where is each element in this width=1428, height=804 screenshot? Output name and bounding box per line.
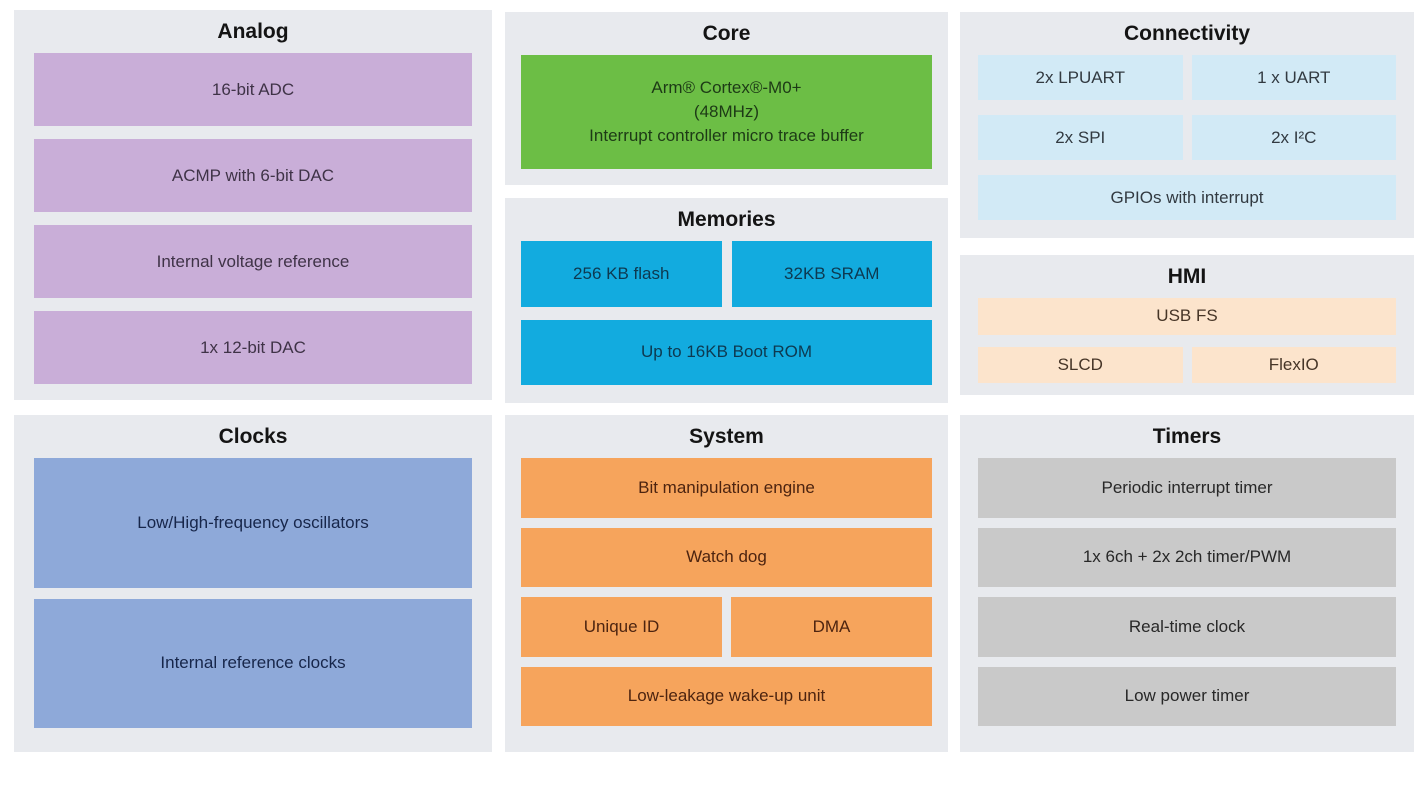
- block-oscillators: Low/High-frequency oscillators: [34, 458, 472, 588]
- panel-system-body: Bit manipulation engine Watch dog Unique…: [505, 458, 948, 752]
- panel-memories-title: Memories: [677, 208, 776, 231]
- panel-timers-body: Periodic interrupt timer 1x 6ch + 2x 2ch…: [960, 458, 1414, 752]
- panel-core-title: Core: [702, 22, 751, 45]
- panel-core: Core Arm® Cortex®-M0+ (48MHz) Interrupt …: [505, 12, 948, 185]
- panel-hmi-body: USB FS SLCD FlexIO: [960, 298, 1414, 395]
- block-timer-pwm: 1x 6ch + 2x 2ch timer/PWM: [978, 527, 1396, 587]
- panel-memories-body: 256 KB flash 32KB SRAM Up to 16KB Boot R…: [505, 241, 948, 403]
- hmi-row-2: SLCD FlexIO: [978, 346, 1396, 383]
- panel-hmi: HMI USB FS SLCD FlexIO: [960, 255, 1414, 395]
- block-uart: 1 x UART: [1191, 55, 1396, 100]
- block-spi: 2x SPI: [978, 115, 1183, 160]
- panel-analog: Analog 16-bit ADC ACMP with 6-bit DAC In…: [14, 10, 492, 400]
- core-line-frequency: (48MHz): [693, 102, 760, 121]
- block-flash: 256 KB flash: [521, 241, 722, 307]
- block-real-time-clock: Real-time clock: [978, 597, 1396, 657]
- panel-memories: Memories 256 KB flash 32KB SRAM Up to 16…: [505, 198, 948, 403]
- core-line-interrupt-mtb: Interrupt controller micro trace buffer: [589, 126, 864, 145]
- block-boot-rom: Up to 16KB Boot ROM: [521, 319, 932, 385]
- panel-connectivity-body: 2x LPUART 1 x UART 2x SPI 2x I²C GPIOs w…: [960, 55, 1414, 238]
- block-unique-id: Unique ID: [521, 597, 722, 657]
- block-watch-dog: Watch dog: [521, 527, 932, 587]
- panel-connectivity: Connectivity 2x LPUART 1 x UART 2x SPI 2…: [960, 12, 1414, 238]
- block-flexio: FlexIO: [1191, 346, 1396, 383]
- block-12-bit-dac: 1x 12-bit DAC: [34, 311, 472, 384]
- block-16-bit-adc: 16-bit ADC: [34, 53, 472, 126]
- panel-clocks-title: Clocks: [218, 425, 288, 448]
- memories-row-1: 256 KB flash 32KB SRAM: [521, 241, 932, 307]
- block-acmp-6-bit-dac: ACMP with 6-bit DAC: [34, 139, 472, 212]
- panel-timers-title: Timers: [1152, 425, 1222, 448]
- system-row-3: Unique ID DMA: [521, 597, 932, 657]
- panel-analog-body: 16-bit ADC ACMP with 6-bit DAC Internal …: [14, 53, 492, 400]
- block-arm-cortex-m0plus: Arm® Cortex®-M0+ (48MHz) Interrupt contr…: [521, 55, 932, 169]
- panel-system-title: System: [689, 425, 764, 448]
- core-line-cpu: Arm® Cortex®-M0+: [651, 78, 802, 97]
- panel-core-body: Arm® Cortex®-M0+ (48MHz) Interrupt contr…: [505, 55, 948, 185]
- block-sram: 32KB SRAM: [731, 241, 932, 307]
- block-internal-reference-clocks: Internal reference clocks: [34, 598, 472, 728]
- panel-connectivity-title: Connectivity: [1123, 22, 1251, 45]
- block-lpuart: 2x LPUART: [978, 55, 1183, 100]
- block-periodic-interrupt-timer: Periodic interrupt timer: [978, 458, 1396, 518]
- block-gpios: GPIOs with interrupt: [978, 175, 1396, 220]
- panel-hmi-title: HMI: [1167, 265, 1207, 288]
- panel-system: System Bit manipulation engine Watch dog…: [505, 415, 948, 752]
- block-usb-fs: USB FS: [978, 298, 1396, 335]
- block-bit-manipulation-engine: Bit manipulation engine: [521, 458, 932, 518]
- block-low-leakage-wakeup-unit: Low-leakage wake-up unit: [521, 666, 932, 726]
- block-dma: DMA: [731, 597, 932, 657]
- panel-clocks: Clocks Low/High-frequency oscillators In…: [14, 415, 492, 752]
- block-internal-voltage-reference: Internal voltage reference: [34, 225, 472, 298]
- panel-analog-title: Analog: [217, 20, 289, 43]
- panel-timers: Timers Periodic interrupt timer 1x 6ch +…: [960, 415, 1414, 752]
- connectivity-row-1: 2x LPUART 1 x UART: [978, 55, 1396, 100]
- block-i2c: 2x I²C: [1191, 115, 1396, 160]
- block-low-power-timer: Low power timer: [978, 666, 1396, 726]
- panel-clocks-body: Low/High-frequency oscillators Internal …: [14, 458, 492, 752]
- connectivity-row-2: 2x SPI 2x I²C: [978, 115, 1396, 160]
- block-slcd: SLCD: [978, 346, 1183, 383]
